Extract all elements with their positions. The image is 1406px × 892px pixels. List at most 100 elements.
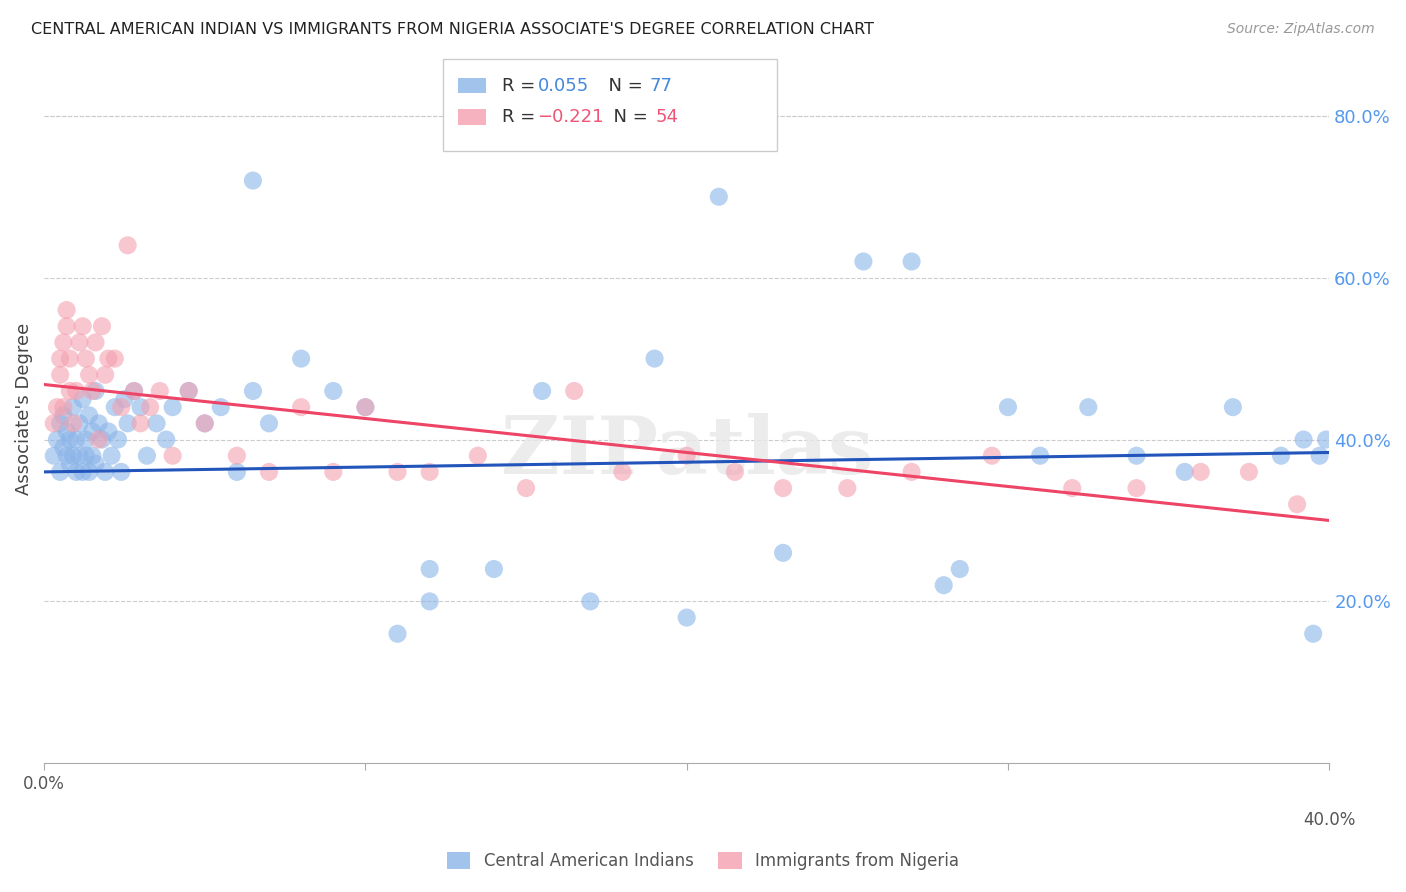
- Point: [1174, 465, 1197, 479]
- Point: [84, 384, 107, 398]
- Point: [354, 400, 377, 414]
- Point: [91, 433, 114, 447]
- Point: [242, 384, 264, 398]
- Text: 54: 54: [655, 108, 679, 126]
- Text: R =: R =: [502, 108, 541, 126]
- Legend: Central American Indians, Immigrants from Nigeria: Central American Indians, Immigrants fro…: [440, 845, 966, 877]
- Point: [72, 465, 94, 479]
- Point: [65, 384, 87, 398]
- Point: [49, 465, 72, 479]
- Point: [55, 449, 77, 463]
- Point: [177, 384, 200, 398]
- Point: [242, 173, 264, 187]
- Point: [322, 465, 344, 479]
- Point: [1189, 465, 1212, 479]
- Point: [1125, 481, 1147, 495]
- Point: [84, 335, 107, 350]
- Point: [162, 449, 184, 463]
- Point: [55, 319, 77, 334]
- Point: [675, 449, 697, 463]
- Point: [900, 465, 922, 479]
- Point: [72, 319, 94, 334]
- Point: [87, 417, 110, 431]
- Point: [1286, 497, 1309, 511]
- Point: [1125, 449, 1147, 463]
- Point: [225, 465, 247, 479]
- Point: [49, 368, 72, 382]
- FancyBboxPatch shape: [458, 109, 486, 125]
- Point: [84, 457, 107, 471]
- Text: −0.221: −0.221: [537, 108, 605, 126]
- Point: [257, 417, 280, 431]
- Point: [155, 433, 177, 447]
- Point: [59, 457, 82, 471]
- Point: [62, 449, 84, 463]
- Point: [194, 417, 217, 431]
- Point: [94, 368, 117, 382]
- Point: [97, 425, 120, 439]
- Text: Source: ZipAtlas.com: Source: ZipAtlas.com: [1227, 22, 1375, 37]
- Point: [225, 449, 247, 463]
- Point: [772, 546, 794, 560]
- Point: [1237, 465, 1260, 479]
- Point: [387, 465, 409, 479]
- Point: [52, 335, 75, 350]
- Point: [419, 562, 441, 576]
- Point: [55, 303, 77, 318]
- Point: [467, 449, 489, 463]
- Point: [387, 626, 409, 640]
- Point: [1029, 449, 1052, 463]
- Point: [104, 351, 127, 366]
- Point: [1292, 433, 1315, 447]
- Point: [1309, 449, 1331, 463]
- Point: [419, 465, 441, 479]
- Text: CENTRAL AMERICAN INDIAN VS IMMIGRANTS FROM NIGERIA ASSOCIATE'S DEGREE CORRELATIO: CENTRAL AMERICAN INDIAN VS IMMIGRANTS FR…: [31, 22, 875, 37]
- Point: [49, 351, 72, 366]
- Point: [194, 417, 217, 431]
- Point: [46, 433, 69, 447]
- Point: [129, 400, 152, 414]
- Point: [52, 441, 75, 455]
- Point: [114, 392, 136, 406]
- Point: [82, 425, 104, 439]
- Point: [117, 238, 139, 252]
- Point: [110, 400, 132, 414]
- Point: [482, 562, 505, 576]
- Point: [110, 465, 132, 479]
- Text: N =: N =: [602, 108, 654, 126]
- Point: [82, 384, 104, 398]
- Point: [52, 400, 75, 414]
- Text: 77: 77: [650, 77, 672, 95]
- Point: [75, 433, 97, 447]
- Point: [149, 384, 172, 398]
- Point: [354, 400, 377, 414]
- Point: [707, 190, 730, 204]
- Point: [59, 351, 82, 366]
- Point: [59, 433, 82, 447]
- Point: [72, 392, 94, 406]
- Point: [139, 400, 162, 414]
- Point: [997, 400, 1019, 414]
- Point: [55, 425, 77, 439]
- Point: [100, 449, 122, 463]
- Point: [932, 578, 955, 592]
- Point: [62, 417, 84, 431]
- Point: [177, 384, 200, 398]
- Point: [675, 610, 697, 624]
- Point: [69, 417, 91, 431]
- Point: [77, 409, 100, 423]
- Point: [122, 384, 145, 398]
- Point: [1315, 433, 1337, 447]
- Point: [1222, 400, 1244, 414]
- Point: [42, 417, 65, 431]
- Y-axis label: Associate's Degree: Associate's Degree: [15, 323, 32, 495]
- Point: [837, 481, 859, 495]
- Point: [52, 409, 75, 423]
- Point: [515, 481, 537, 495]
- Point: [49, 417, 72, 431]
- Point: [290, 400, 312, 414]
- Point: [65, 465, 87, 479]
- Point: [257, 465, 280, 479]
- Point: [107, 433, 129, 447]
- Point: [612, 465, 634, 479]
